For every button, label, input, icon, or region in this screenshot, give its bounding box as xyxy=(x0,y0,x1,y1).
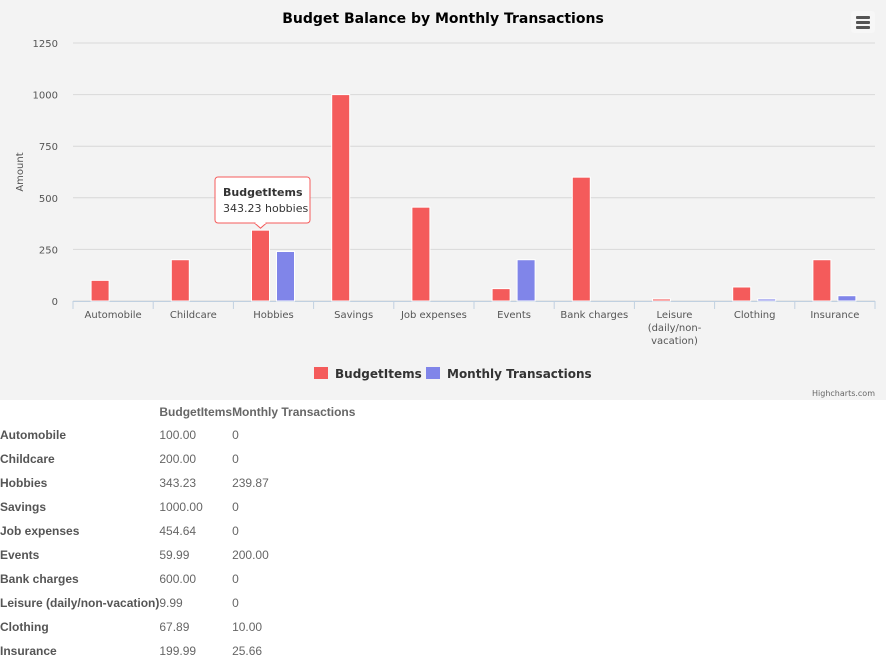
x-tick-label: Bank charges xyxy=(560,310,628,321)
cell-budgetitems: 454.64 xyxy=(159,524,197,538)
table-header-monthly: Monthly Transactions xyxy=(232,405,356,419)
table-row: Clothing 67.89 10.00 xyxy=(0,615,355,639)
y-tick-label: 1250 xyxy=(33,39,58,50)
tooltip-text: 343.23 hobbies xyxy=(223,202,308,215)
bar-budgetitems xyxy=(571,176,591,302)
tooltip-title: BudgetItems xyxy=(223,186,303,199)
table-row: Savings 1000.00 0 xyxy=(0,495,355,519)
table-row: Hobbies 343.23 239.87 xyxy=(0,471,355,495)
cell-budgetitems: 9.99 xyxy=(159,596,183,610)
hamburger-menu-icon[interactable] xyxy=(851,11,875,33)
table-header-row: BudgetItems Monthly Transactions xyxy=(0,401,355,423)
row-label: Leisure (daily/non-vacation) xyxy=(0,596,160,610)
cell-monthly-transactions: 0 xyxy=(232,500,239,514)
table-header-empty xyxy=(0,401,159,423)
bar-budgetitems xyxy=(491,288,511,302)
x-tick-label: Job expenses xyxy=(400,310,467,321)
legend-swatch xyxy=(426,367,440,379)
cell-budgetitems: 1000.00 xyxy=(159,500,203,514)
row-label: Clothing xyxy=(0,620,49,634)
data-table: BudgetItems Monthly Transactions Automob… xyxy=(0,401,355,663)
x-tick-label: Childcare xyxy=(170,310,217,321)
tooltip-box xyxy=(214,176,311,224)
chart-container: Budget Balance by Monthly Transactions 0 2… xyxy=(0,0,886,400)
bar-budgetitems xyxy=(170,259,190,302)
y-tick-label: 250 xyxy=(39,245,58,256)
bar-budgetitems xyxy=(732,286,752,302)
table-row: Childcare 200.00 0 xyxy=(0,447,355,471)
x-tick-label: vacation) xyxy=(651,336,698,347)
table-row: Automobile 100.00 0 xyxy=(0,423,355,447)
table-row: Job expenses 454.64 0 xyxy=(0,519,355,543)
y-tick-label: 0 xyxy=(52,297,58,308)
x-tick-label: Savings xyxy=(334,310,373,321)
cell-budgetitems: 100.00 xyxy=(159,428,197,442)
x-tick-label: Clothing xyxy=(734,310,776,321)
y-axis-title: Amount xyxy=(15,152,26,191)
x-tick-label: Insurance xyxy=(810,310,859,321)
cell-budgetitems: 59.99 xyxy=(159,548,190,562)
credits-text: Highcharts.com xyxy=(812,389,875,398)
row-label: Bank charges xyxy=(0,572,79,586)
chart-title: Budget Balance by Monthly Transactions xyxy=(282,11,604,27)
table-row: Bank charges 600.00 0 xyxy=(0,567,355,591)
cell-budgetitems: 600.00 xyxy=(159,572,197,586)
bar-monthly-transactions xyxy=(837,295,857,302)
row-label: Automobile xyxy=(0,428,66,442)
row-label: Job expenses xyxy=(0,524,80,538)
cell-monthly-transactions: 0 xyxy=(232,452,239,466)
bar-budgetitems xyxy=(411,206,431,302)
table-row: Events 59.99 200.00 xyxy=(0,543,355,567)
cell-budgetitems: 67.89 xyxy=(159,620,190,634)
row-label: Insurance xyxy=(0,644,57,658)
cell-monthly-transactions: 0 xyxy=(232,572,239,586)
bar-budgetitems xyxy=(652,298,671,302)
legend-label: Monthly Transactions xyxy=(447,367,592,381)
cell-monthly-transactions: 239.87 xyxy=(232,476,269,490)
row-label: Savings xyxy=(0,500,47,514)
legend-swatch xyxy=(314,367,328,379)
row-label: Childcare xyxy=(0,452,55,466)
x-tick-label: Hobbies xyxy=(253,310,293,321)
cell-monthly-transactions: 10.00 xyxy=(232,620,263,634)
cell-monthly-transactions: 0 xyxy=(232,524,239,538)
x-tick-label: Leisure xyxy=(657,310,693,321)
y-tick-label: 500 xyxy=(39,194,58,205)
bar-budgetitems xyxy=(251,229,270,302)
cell-monthly-transactions: 0 xyxy=(232,428,239,442)
y-tick-label: 750 xyxy=(39,142,58,153)
legend-label: BudgetItems xyxy=(335,367,422,381)
y-tick-label: 1000 xyxy=(33,91,58,102)
bar-budgetitems xyxy=(90,279,110,302)
table-row: Leisure (daily/non-vacation) 9.99 0 xyxy=(0,591,355,615)
bar-monthly-transactions xyxy=(516,259,536,302)
x-tick-label: Events xyxy=(497,310,531,321)
x-tick-label: (daily/non- xyxy=(648,323,702,334)
bar-monthly-transactions xyxy=(757,298,777,302)
bar-monthly-transactions xyxy=(276,250,295,302)
bar-budgetitems xyxy=(331,94,351,302)
row-label: Hobbies xyxy=(0,476,48,490)
cell-budgetitems: 200.00 xyxy=(159,452,197,466)
cell-monthly-transactions: 0 xyxy=(232,596,239,610)
table-row: Insurance 199.99 25.66 xyxy=(0,639,355,663)
cell-monthly-transactions: 25.66 xyxy=(232,644,263,658)
cell-monthly-transactions: 200.00 xyxy=(232,548,269,562)
x-tick-label: Automobile xyxy=(85,310,142,321)
bar-budgetitems xyxy=(812,259,832,302)
table-header-budget: BudgetItems xyxy=(159,405,233,419)
row-label: Events xyxy=(0,548,40,562)
cell-budgetitems: 199.99 xyxy=(159,644,197,658)
cell-budgetitems: 343.23 xyxy=(159,476,197,490)
chart-svg: Budget Balance by Monthly Transactions 0 2… xyxy=(15,11,876,398)
